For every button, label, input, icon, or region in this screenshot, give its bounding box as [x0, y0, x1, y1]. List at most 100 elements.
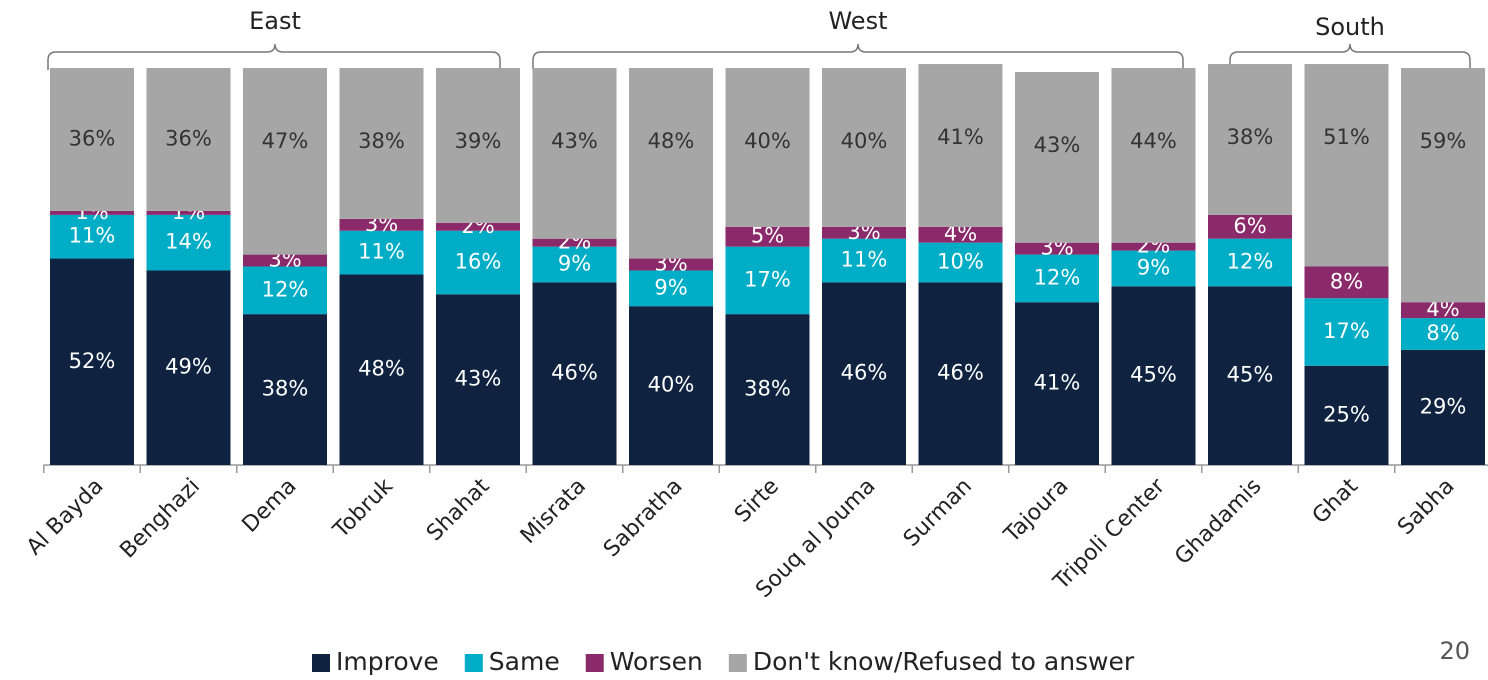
value-label: 36% [165, 126, 212, 150]
bar-segment [1401, 349, 1485, 465]
value-label: 44% [1130, 129, 1177, 153]
bar-segment [146, 214, 231, 271]
x-tick-label: Ghadamis [1170, 474, 1266, 570]
bar-segment [918, 282, 1003, 465]
bar-segment [1304, 266, 1389, 299]
bar-segment [50, 210, 134, 215]
bar-segment [532, 238, 617, 247]
bar-segment [1015, 242, 1099, 255]
value-label: 38% [1227, 125, 1274, 149]
bar-segment [918, 226, 1003, 243]
value-label: 12% [1227, 250, 1274, 274]
value-label: 9% [654, 275, 687, 299]
value-label: 47% [262, 129, 309, 153]
bar-segment [436, 68, 520, 223]
x-tick-label: Tobruk [328, 474, 398, 544]
group-label: East [249, 7, 301, 35]
bar-segment [532, 282, 617, 465]
bar-segment [918, 64, 1003, 227]
bar-segment [146, 270, 231, 465]
bar-segment [339, 230, 424, 275]
bar-segment [1304, 298, 1389, 366]
x-tick-label: Surman [899, 474, 977, 552]
page-number: 20 [1439, 637, 1470, 665]
bar-segment [725, 226, 810, 247]
bar-segment [50, 68, 134, 211]
value-label: 40% [841, 129, 888, 153]
bar-segment [822, 282, 906, 465]
legend-swatch [728, 654, 747, 672]
south-bracket [1229, 43, 1471, 70]
bar-segment [725, 314, 810, 465]
x-tick-label: Benghazi [115, 474, 205, 564]
bar-segment [146, 68, 231, 211]
value-label: 41% [1034, 371, 1081, 395]
value-label: 17% [744, 267, 791, 291]
bar-segment [532, 68, 617, 239]
legend-swatch [585, 654, 604, 672]
bar-segment [1111, 250, 1196, 287]
bar-segment [1401, 68, 1485, 303]
bar-segment [629, 306, 713, 465]
bar-segment [339, 68, 424, 219]
value-label: 46% [551, 361, 598, 385]
value-label: 8% [1330, 269, 1363, 293]
value-label: 6% [1233, 214, 1266, 238]
bar-segment [725, 246, 810, 315]
legend-label: Worsen [610, 647, 703, 676]
value-label: 41% [937, 125, 984, 149]
bar-segment [1304, 64, 1389, 267]
value-label: 51% [1323, 125, 1370, 149]
bar-segment [822, 226, 906, 239]
x-tick-label: Ghat [1308, 474, 1363, 529]
legend-label: Don't know/Refused to answer [753, 647, 1135, 676]
bar-segment [436, 294, 520, 465]
value-label: 46% [841, 361, 888, 385]
legend-label: Improve [336, 647, 439, 676]
value-label: 8% [1426, 321, 1459, 345]
bar-segment [339, 274, 424, 465]
bar-segment [1401, 318, 1485, 350]
x-tick-label: Sirte [730, 474, 784, 528]
value-label: 11% [69, 224, 116, 248]
value-label: 59% [1420, 129, 1467, 153]
value-label: 43% [1034, 133, 1081, 157]
bar-segment [1111, 242, 1196, 251]
east-bracket [47, 43, 501, 70]
bar-segment [1401, 302, 1485, 319]
value-label: 9% [1137, 255, 1170, 279]
value-label: 11% [358, 240, 405, 264]
bar-segment [629, 68, 713, 259]
x-tick-label: Al Bayda [22, 474, 108, 560]
bar-segment [629, 258, 713, 271]
legend-swatch [464, 654, 483, 672]
legend-label: Same [489, 647, 560, 676]
x-tick-label: Dema [238, 474, 302, 538]
value-label: 40% [648, 373, 695, 397]
x-tick-label: Shahat [422, 474, 495, 547]
value-label: 52% [69, 349, 116, 373]
value-label: 38% [262, 377, 309, 401]
value-label: 38% [744, 377, 791, 401]
x-tick-label: Tajoura [999, 474, 1073, 548]
bar-segment [1015, 302, 1099, 465]
bar-segment [918, 242, 1003, 283]
bar-segment [339, 218, 424, 231]
value-label: 16% [455, 250, 502, 274]
value-label: 45% [1227, 363, 1274, 387]
value-label: 12% [1034, 265, 1081, 289]
value-label: 43% [551, 129, 598, 153]
bar-segment [822, 68, 906, 227]
value-label: 40% [744, 129, 791, 153]
value-label: 43% [455, 367, 502, 391]
value-label: 10% [937, 250, 984, 274]
group-label: South [1315, 13, 1385, 41]
value-label: 29% [1420, 394, 1467, 418]
bar-segment [725, 68, 810, 227]
value-label: 38% [358, 129, 405, 153]
legend-swatch [312, 654, 330, 672]
bar-segment [1111, 286, 1196, 465]
value-label: 46% [937, 361, 984, 385]
bar-segment [1208, 238, 1292, 287]
